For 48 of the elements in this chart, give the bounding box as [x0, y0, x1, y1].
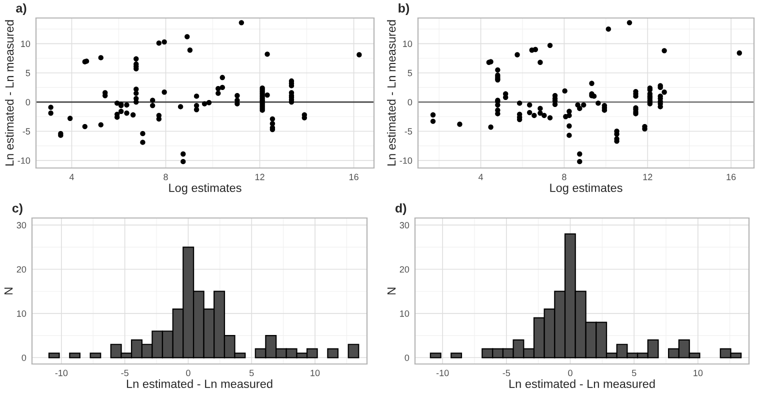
y-tick-label: -5: [404, 128, 412, 135]
x-tick-label: 5: [632, 370, 636, 376]
x-tick-label: 16: [349, 174, 358, 180]
x-axis-title: Log estimates: [169, 183, 242, 194]
y-tick-label: 10: [400, 310, 410, 317]
y-tick-label: 0: [404, 354, 410, 361]
y-tick-label: 0: [22, 354, 26, 361]
x-axis-title: Ln estimated - Ln measured: [509, 379, 655, 388]
x-tick-label: 0: [568, 370, 572, 376]
y-tick-label: -10: [18, 157, 30, 164]
y-axis-title: N: [387, 288, 396, 294]
x-tick-label: 4: [478, 174, 484, 180]
y-tick-label: 10: [17, 310, 26, 317]
x-tick-label: 16: [726, 174, 736, 180]
y-tick-label: 5: [408, 70, 412, 76]
chart-title: a): [16, 3, 26, 16]
x-tick-label: -5: [502, 370, 510, 376]
x-tick-label: -10: [55, 370, 68, 376]
chart-title: c): [12, 203, 22, 216]
x-tick-label: 12: [643, 174, 652, 180]
y-tick-label: 20: [16, 266, 26, 273]
chart-title: b): [398, 3, 410, 16]
y-tick-label: 10: [403, 40, 412, 48]
y-axis-title: Ln estimated - Ln measured: [387, 20, 396, 166]
y-tick-label: -5: [22, 128, 30, 135]
y-tick-label: 30: [400, 222, 410, 228]
y-tick-label: 5: [26, 70, 30, 76]
y-axis-title: N: [4, 288, 13, 294]
x-tick-label: 0: [186, 370, 190, 376]
x-axis-title: Log estimates: [550, 183, 622, 194]
y-axis-title: Ln estimated - Ln measured: [5, 20, 14, 166]
x-tick-label: 10: [310, 370, 320, 376]
x-tick-label: -10: [436, 370, 449, 376]
y-tick-label: 20: [400, 266, 410, 273]
x-tick-label: 4: [69, 174, 74, 180]
x-tick-label: 8: [562, 174, 566, 180]
x-tick-label: 10: [694, 370, 703, 376]
x-tick-label: 5: [249, 370, 254, 376]
chart-title: d): [395, 203, 406, 216]
x-tick-label: 8: [164, 174, 168, 180]
y-tick-label: 0: [26, 99, 30, 106]
x-tick-label: -5: [121, 370, 128, 376]
y-tick-label: 10: [21, 40, 30, 48]
y-tick-label: 30: [16, 222, 26, 228]
x-tick-label: 12: [255, 174, 264, 180]
y-tick-label: -10: [400, 157, 412, 164]
y-tick-label: 0: [408, 99, 412, 106]
x-axis-title: Ln estimated - Ln measured: [126, 379, 272, 388]
